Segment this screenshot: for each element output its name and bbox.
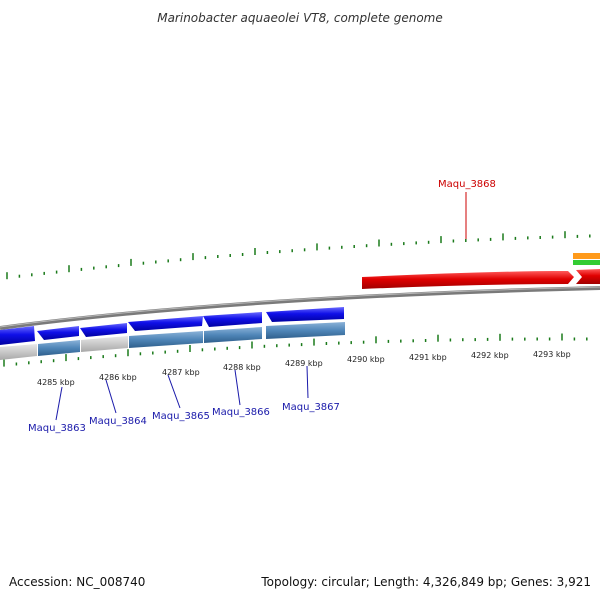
kbp-label-4291: 4291 kbp [409,353,447,362]
cds-forward-edge [576,269,600,284]
cds-maqu-3866[interactable] [203,312,262,327]
kbp-label-4287: 4287 kbp [162,368,200,377]
cds-maqu-3864[interactable] [80,323,127,337]
gene-track-steel-4 [266,322,345,339]
gene-track-gray-left [0,344,37,360]
gene-label-maqu-3866[interactable]: Maqu_3866 [212,407,270,418]
leader-maqu-3867 [306,365,309,399]
gene-label-maqu-3863[interactable]: Maqu_3863 [28,423,86,434]
genome-backbone-highlight [0,286,600,328]
leader-maqu-3863 [55,386,63,421]
gene-track-steel-3 [204,327,262,343]
tick-marks-upper [6,231,591,280]
kbp-label-4290: 4290 kbp [347,355,385,364]
cds-reverse-arrow [0,326,35,345]
kbp-label-4285: 4285 kbp [37,378,75,387]
leader-maqu-3865 [167,374,181,409]
gene-track-gray-mid [81,336,128,352]
genome-stats-text: Topology: circular; Length: 4,326,849 bp… [261,575,591,589]
cds-maqu-3867[interactable] [266,307,344,322]
kbp-label-4292: 4292 kbp [471,351,509,360]
map-title: Marinobacter aquaeolei VT8, complete gen… [157,11,443,25]
gene-track-steel-1 [38,340,80,356]
kbp-label-4288: 4288 kbp [223,363,261,372]
accession-text: Accession: NC_008740 [9,575,146,589]
cds-maqu-3865[interactable] [128,316,203,331]
gene-label-maqu-3867[interactable]: Maqu_3867 [282,402,340,413]
leader-maqu-3866 [234,369,241,406]
genome-backbone [0,286,600,330]
tick-marks-lower [3,333,588,367]
kbp-label-4289: 4289 kbp [285,359,323,368]
gene-label-maqu-3865[interactable]: Maqu_3865 [152,411,210,422]
kbp-label-4286: 4286 kbp [99,373,137,382]
gene-track-steel-2 [129,331,203,348]
leader-maqu-3864 [105,379,117,414]
cds-maqu-3863[interactable] [37,326,79,340]
green-feature [573,260,600,265]
cds-maqu-3868[interactable] [362,271,574,289]
gene-label-maqu-3868[interactable]: Maqu_3868 [438,179,496,190]
kbp-label-4293: 4293 kbp [533,350,571,359]
orange-feature [573,253,600,259]
gene-label-maqu-3864[interactable]: Maqu_3864 [89,416,147,427]
